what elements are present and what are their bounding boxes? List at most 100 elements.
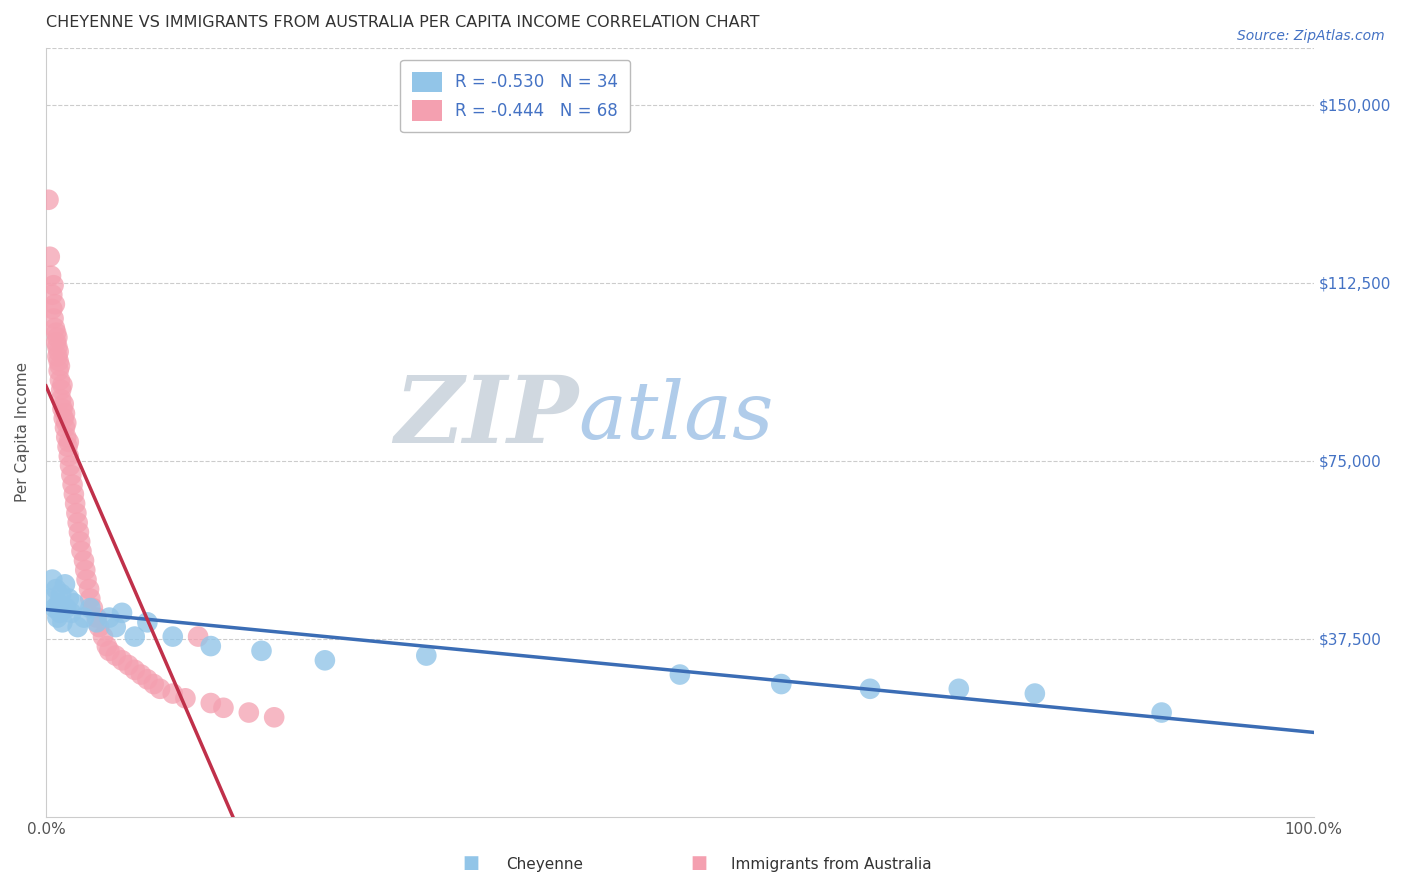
Text: ■: ■: [463, 855, 479, 872]
Point: [162, 687, 184, 701]
Point: [124, 663, 146, 677]
Point: [200, 639, 222, 653]
Point: [69, 534, 91, 549]
Legend: R = -0.530   N = 34, R = -0.444   N = 68: R = -0.530 N = 34, R = -0.444 N = 68: [401, 60, 630, 132]
Point: [79, 591, 101, 606]
Point: [250, 644, 273, 658]
Point: [149, 681, 172, 696]
Point: [51, 378, 73, 392]
Text: atlas: atlas: [578, 378, 773, 456]
Point: [98, 644, 121, 658]
Point: [66, 620, 89, 634]
Point: [314, 653, 336, 667]
Point: [46, 330, 69, 344]
Point: [104, 620, 127, 634]
Point: [96, 639, 118, 653]
Point: [55, 601, 77, 615]
Point: [111, 606, 134, 620]
Point: [51, 401, 73, 416]
Point: [136, 673, 159, 687]
Point: [82, 601, 104, 615]
Point: [59, 458, 82, 473]
Point: [42, 278, 65, 293]
Point: [73, 553, 96, 567]
Point: [200, 696, 222, 710]
Point: [46, 350, 69, 364]
Point: [48, 596, 70, 610]
Text: ZIP: ZIP: [394, 372, 578, 462]
Point: [42, 311, 65, 326]
Point: [58, 434, 80, 449]
Point: [63, 487, 86, 501]
Point: [91, 630, 114, 644]
Point: [73, 610, 96, 624]
Point: [1150, 706, 1173, 720]
Point: [89, 620, 111, 634]
Point: [212, 700, 235, 714]
Point: [49, 359, 72, 373]
Point: [1024, 687, 1046, 701]
Point: [76, 573, 98, 587]
Point: [66, 516, 89, 530]
Point: [162, 630, 184, 644]
Point: [669, 667, 692, 681]
Point: [46, 610, 69, 624]
Text: Immigrants from Australia: Immigrants from Australia: [731, 857, 932, 872]
Point: [75, 563, 97, 577]
Point: [187, 630, 209, 644]
Point: [49, 373, 72, 387]
Point: [263, 710, 285, 724]
Point: [53, 577, 76, 591]
Point: [49, 606, 72, 620]
Point: [52, 411, 75, 425]
Point: [129, 667, 152, 681]
Point: [41, 301, 63, 316]
Point: [238, 706, 260, 720]
Text: ■: ■: [690, 855, 707, 872]
Point: [58, 449, 80, 463]
Point: [117, 658, 139, 673]
Y-axis label: Per Capita Income: Per Capita Income: [15, 362, 30, 502]
Point: [63, 497, 86, 511]
Point: [41, 573, 63, 587]
Point: [51, 587, 73, 601]
Point: [63, 596, 86, 610]
Text: CHEYENNE VS IMMIGRANTS FROM AUSTRALIA PER CAPITA INCOME CORRELATION CHART: CHEYENNE VS IMMIGRANTS FROM AUSTRALIA PE…: [46, 15, 759, 30]
Point: [55, 416, 77, 430]
Point: [38, 591, 60, 606]
Point: [48, 354, 70, 368]
Point: [62, 477, 84, 491]
Point: [174, 691, 197, 706]
Point: [48, 364, 70, 378]
Point: [70, 544, 93, 558]
Point: [65, 506, 87, 520]
Point: [104, 648, 127, 663]
Point: [38, 193, 60, 207]
Point: [98, 610, 121, 624]
Point: [859, 681, 882, 696]
Point: [136, 615, 159, 630]
Point: [44, 297, 66, 311]
Point: [60, 606, 83, 620]
Point: [948, 681, 970, 696]
Point: [53, 406, 76, 420]
Point: [44, 601, 66, 615]
Point: [48, 344, 70, 359]
Point: [46, 340, 69, 354]
Point: [51, 615, 73, 630]
Point: [77, 582, 100, 596]
Point: [44, 321, 66, 335]
Point: [41, 287, 63, 301]
Point: [415, 648, 437, 663]
Point: [142, 677, 165, 691]
Point: [55, 430, 77, 444]
Point: [51, 392, 73, 407]
Point: [67, 525, 90, 540]
Point: [53, 420, 76, 434]
Point: [52, 397, 75, 411]
Point: [86, 610, 108, 624]
Point: [45, 582, 67, 596]
Point: [38, 250, 60, 264]
Point: [51, 383, 73, 397]
Point: [39, 268, 62, 283]
